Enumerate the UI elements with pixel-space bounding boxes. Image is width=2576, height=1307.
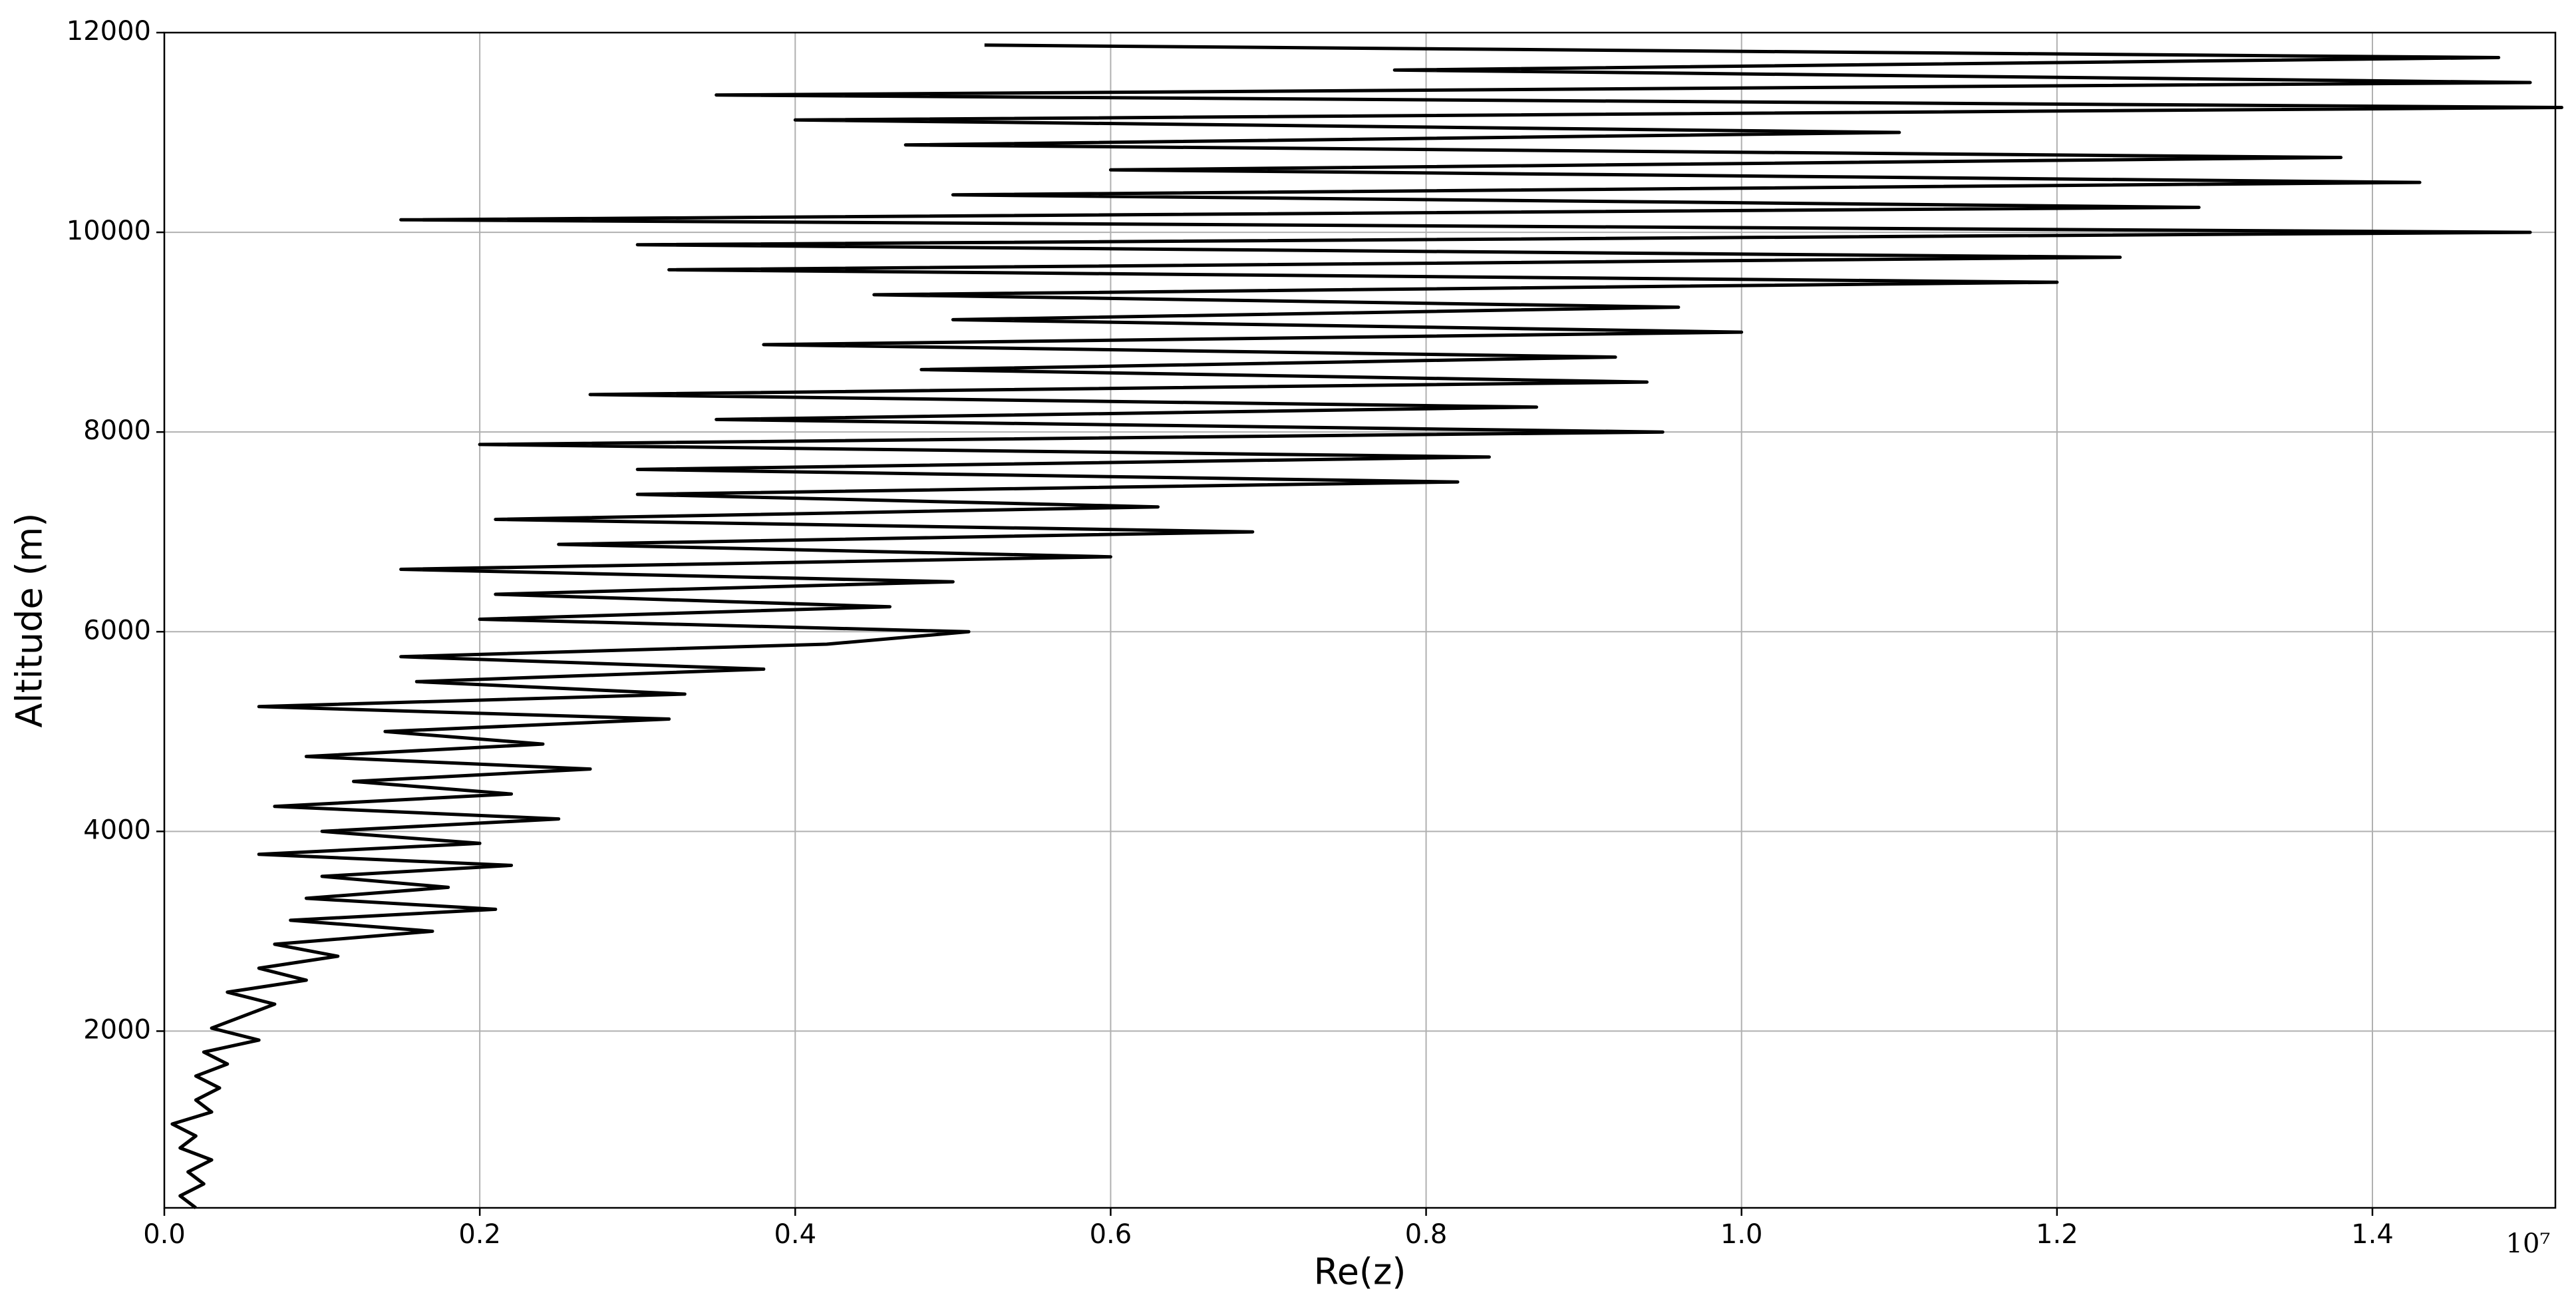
ticks: 0.0 0.2 0.4 0.6 0.8 1.0 1.2 1.4 2000 4000 6000 8000… (67, 16, 2394, 1250)
y-tick-label: 4000 (83, 815, 151, 845)
x-tick-label: 0.4 (774, 1219, 816, 1250)
plot-frame (163, 31, 2557, 1209)
x-tick-label: 0.8 (1405, 1219, 1448, 1250)
x-tick-label: 1.2 (2036, 1219, 2078, 1250)
plot (170, 43, 2563, 1209)
x-tick-label: 1.4 (2351, 1219, 2394, 1250)
x-tick-label: 0.0 (143, 1219, 186, 1250)
x-offset-label: 10⁷ (2506, 1228, 2551, 1259)
y-axis-label: Altitude (m) (9, 513, 51, 728)
x-tick-label: 0.6 (1090, 1219, 1132, 1250)
x-tick-label: 0.2 (458, 1219, 501, 1250)
x-tick-label: 1.0 (1720, 1219, 1763, 1250)
y-tick-label: 2000 (83, 1014, 151, 1045)
x-axis-label: Re(z) (1314, 1251, 1406, 1293)
y-tick-label: 12000 (67, 16, 151, 47)
y-tick-label: 6000 (83, 615, 151, 646)
y-tick-label: 8000 (83, 415, 151, 446)
data-line (170, 43, 2563, 1209)
y-tick-label: 10000 (67, 216, 151, 246)
